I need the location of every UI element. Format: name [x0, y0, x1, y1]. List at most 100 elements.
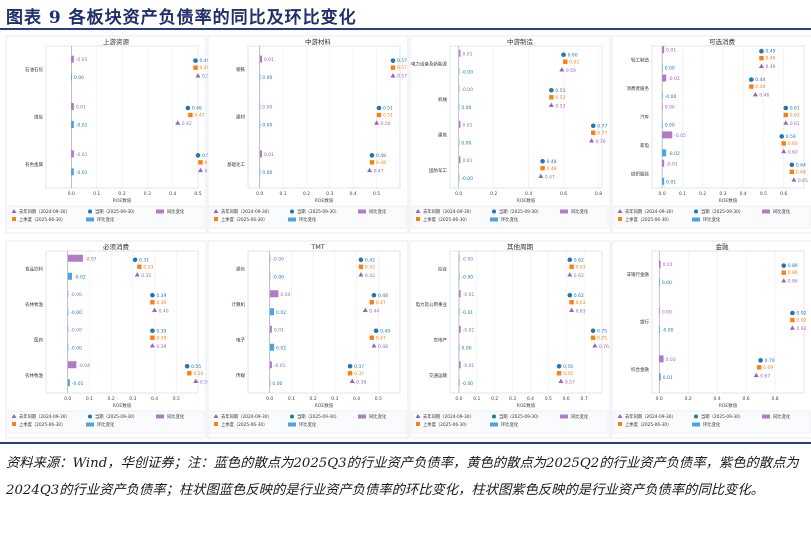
qoq-bar	[662, 177, 665, 185]
x-tick-label: 0.4	[169, 191, 176, 197]
last-year-point	[362, 307, 368, 313]
qoq-label: -0.01	[462, 310, 474, 316]
x-tick-label: 0.1	[279, 191, 286, 197]
qoq-label: -0.00	[461, 69, 473, 75]
legend-prev-marker	[618, 422, 622, 426]
category-label: 家电	[640, 142, 649, 149]
qoq-label: -0.00	[462, 381, 474, 387]
qoq-bar	[458, 272, 460, 280]
qoq-bar	[662, 92, 663, 100]
last-year-label: 0.47	[545, 174, 555, 180]
prev-quarter-label: 0.44	[755, 84, 765, 90]
legend-last-year: 去年同期（2024-09-30）	[423, 208, 474, 215]
x-tick-label: 0.6	[780, 191, 787, 197]
prev-quarter-point	[783, 112, 788, 118]
prev-quarter-point	[150, 335, 155, 340]
last-year-label: 0.49	[765, 64, 775, 70]
legend-qoq: 环比变化	[299, 216, 317, 223]
legend-last-year: 去年同期（2024-09-30）	[19, 413, 70, 420]
category-label: 电子	[236, 336, 245, 343]
x-tick-label: 0.3	[719, 191, 726, 197]
current-label: 0.61	[790, 106, 800, 112]
current-point	[358, 257, 364, 263]
qoq-label: -0.00	[272, 274, 284, 280]
current-label: 0.57	[397, 58, 407, 64]
yoy-bar	[458, 290, 461, 298]
last-year-label: 0.38	[356, 379, 366, 385]
legend-qoq-marker	[86, 422, 94, 427]
qoq-bar	[662, 149, 667, 157]
current-point	[567, 292, 573, 298]
prev-quarter-point	[198, 160, 203, 165]
qoq-bar	[458, 103, 460, 111]
last-year-label: 0.67	[760, 373, 770, 379]
prev-quarter-point	[781, 270, 786, 275]
legend-box	[209, 410, 407, 434]
yoy-bar	[71, 103, 74, 110]
qoq-label: 0.02	[276, 310, 286, 316]
yoy-bar	[67, 361, 77, 369]
qoq-label: 0.00	[665, 123, 675, 129]
qoq-bar	[67, 272, 73, 280]
legend-current: 当期（2025-09-30）	[701, 413, 743, 420]
prev-quarter-label: 0.63	[576, 300, 586, 306]
last-year-point	[193, 378, 199, 384]
chart-panel-1: 上游资源 0.0 0.1 0.2 0.3 0.4 0.5 ROE数值 石油石化 -0.01 0.00…	[5, 35, 215, 234]
current-point	[150, 328, 155, 334]
qoq-label: 0.02	[276, 345, 286, 351]
qoq-label: 0.00	[461, 105, 471, 111]
prev-quarter-point	[187, 371, 192, 376]
last-year-label: 0.57	[565, 379, 575, 385]
legend-box	[613, 205, 811, 229]
yoy-label: 0.01	[264, 57, 274, 63]
category-label: 银行	[640, 319, 649, 326]
x-tick-label: 0.8	[595, 191, 602, 197]
category-label: 建材	[236, 114, 245, 121]
current-label: 0.48	[376, 153, 386, 159]
qoq-bar	[71, 121, 74, 128]
prev-quarter-point	[569, 300, 574, 305]
qoq-label: 0.00	[662, 280, 672, 286]
prev-quarter-point	[369, 335, 374, 340]
last-year-label: 0.60	[788, 149, 798, 155]
prev-quarter-point	[591, 130, 596, 135]
prev-quarter-point	[193, 65, 198, 70]
legend-prev-quarter: 上季度（2025-06-30）	[221, 421, 267, 428]
category-label: 有色金属	[25, 161, 43, 168]
legend-current-marker	[290, 414, 294, 419]
category-label: 计算机	[232, 301, 246, 308]
x-tick-label: 0.6	[743, 396, 750, 402]
qoq-label: 0.00	[665, 66, 675, 72]
yoy-label: -0.07	[85, 256, 97, 262]
panel-title: 中游材料	[305, 37, 332, 46]
last-year-label: 0.53	[555, 103, 565, 109]
qoq-label: -0.01	[76, 123, 88, 129]
prev-quarter-label: 0.48	[547, 166, 557, 172]
yoy-bar	[269, 361, 272, 369]
category-label: 非银行金融	[627, 271, 650, 278]
legend-qoq: 环比变化	[97, 216, 115, 223]
chart-panel-5: 必须消费 0.0 0.1 0.2 0.3 0.4 0.5 ROE数值 食品饮料 -0.07 -0.0…	[5, 240, 210, 439]
legend-yoy-marker	[358, 209, 366, 214]
legend-prev-marker	[12, 217, 16, 221]
prev-quarter-point	[759, 56, 764, 61]
x-tick-label: 0.4	[525, 191, 532, 197]
prev-quarter-label: 0.60	[788, 141, 798, 147]
x-tick-label: 0.5	[545, 396, 552, 402]
legend-yoy: 同比变化	[571, 208, 589, 215]
last-year-point	[371, 343, 377, 348]
legend-yoy: 同比变化	[369, 413, 387, 420]
legend-last-year-marker	[415, 414, 421, 418]
last-year-point	[753, 372, 759, 378]
x-tick-label: 0.1	[288, 396, 295, 402]
qoq-bar	[662, 64, 663, 72]
legend-yoy: 同比变化	[167, 413, 185, 420]
x-axis-label: ROE数值	[113, 197, 132, 204]
legend-qoq-marker	[288, 422, 296, 427]
prev-quarter-point	[749, 84, 754, 89]
prev-quarter-label: 0.51	[383, 113, 393, 119]
current-label: 0.51	[383, 106, 393, 112]
current-label: 0.55	[191, 364, 201, 370]
x-tick-label: 0.2	[699, 191, 706, 197]
chart-panel-2: 中游材料 0.0 0.1 0.2 0.3 0.4 0.5 ROE数值 钢铁 0.01 0.00 0.5…	[207, 35, 409, 234]
